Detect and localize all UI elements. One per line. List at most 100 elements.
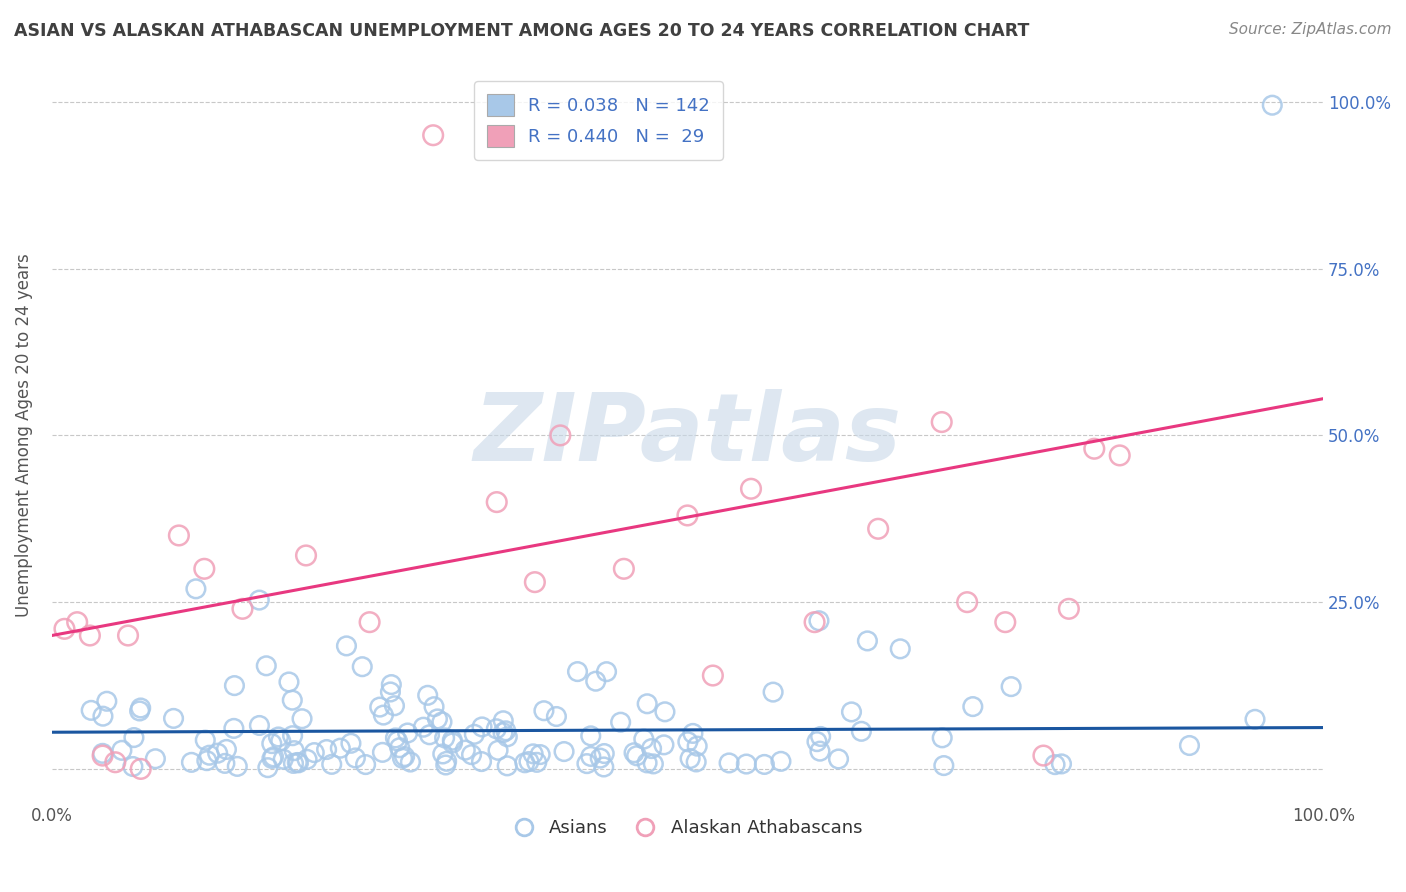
Point: [585, 674, 607, 689]
Point: [636, 756, 658, 770]
Point: [932, 758, 955, 772]
Point: [496, 730, 519, 744]
Point: [388, 740, 411, 755]
Point: [315, 742, 337, 756]
Point: [553, 745, 575, 759]
Point: [226, 759, 249, 773]
Point: [460, 747, 482, 762]
Point: [167, 528, 190, 542]
Point: [754, 757, 776, 772]
Point: [249, 718, 271, 732]
Point: [762, 685, 785, 699]
Point: [359, 615, 381, 629]
Point: [1000, 680, 1022, 694]
Point: [352, 659, 374, 673]
Point: [613, 562, 636, 576]
Point: [214, 756, 236, 771]
Point: [117, 628, 139, 642]
Point: [335, 639, 357, 653]
Point: [735, 757, 758, 772]
Point: [111, 743, 134, 757]
Point: [1261, 98, 1284, 112]
Point: [281, 729, 304, 743]
Point: [371, 745, 394, 759]
Point: [354, 757, 377, 772]
Point: [433, 731, 456, 745]
Point: [654, 705, 676, 719]
Point: [436, 754, 458, 768]
Point: [340, 736, 363, 750]
Point: [271, 752, 294, 766]
Point: [257, 761, 280, 775]
Point: [676, 508, 699, 523]
Point: [122, 759, 145, 773]
Point: [962, 699, 984, 714]
Point: [278, 675, 301, 690]
Point: [254, 658, 277, 673]
Point: [260, 751, 283, 765]
Point: [841, 705, 863, 719]
Point: [526, 756, 548, 770]
Point: [470, 755, 492, 769]
Point: [198, 748, 221, 763]
Point: [517, 755, 540, 769]
Point: [806, 734, 828, 748]
Point: [222, 722, 245, 736]
Point: [263, 750, 285, 764]
Point: [304, 746, 326, 760]
Text: ASIAN VS ALASKAN ATHABASCAN UNEMPLOYMENT AMONG AGES 20 TO 24 YEARS CORRELATION C: ASIAN VS ALASKAN ATHABASCAN UNEMPLOYMENT…: [14, 22, 1029, 40]
Point: [423, 699, 446, 714]
Point: [122, 731, 145, 745]
Point: [387, 734, 409, 748]
Point: [1178, 739, 1201, 753]
Point: [215, 742, 238, 756]
Point: [368, 700, 391, 714]
Point: [685, 755, 707, 769]
Point: [575, 756, 598, 771]
Point: [207, 746, 229, 760]
Point: [567, 665, 589, 679]
Point: [589, 751, 612, 765]
Point: [247, 593, 270, 607]
Point: [91, 748, 114, 763]
Point: [808, 744, 831, 758]
Point: [546, 709, 568, 723]
Point: [79, 628, 101, 642]
Text: ZIPatlas: ZIPatlas: [474, 390, 901, 482]
Point: [496, 759, 519, 773]
Point: [593, 747, 616, 761]
Legend: Asians, Alaskan Athabascans: Asians, Alaskan Athabascans: [505, 812, 869, 845]
Point: [636, 697, 658, 711]
Point: [422, 128, 444, 143]
Point: [1108, 449, 1130, 463]
Point: [1083, 442, 1105, 456]
Point: [679, 751, 702, 765]
Point: [394, 749, 416, 764]
Point: [270, 734, 292, 748]
Point: [66, 615, 89, 629]
Point: [643, 756, 665, 771]
Point: [373, 708, 395, 723]
Point: [321, 757, 343, 772]
Point: [769, 755, 792, 769]
Point: [412, 720, 434, 734]
Point: [145, 752, 167, 766]
Point: [550, 428, 572, 442]
Point: [1057, 602, 1080, 616]
Point: [329, 741, 352, 756]
Point: [426, 712, 449, 726]
Point: [432, 747, 454, 761]
Point: [485, 495, 508, 509]
Point: [633, 732, 655, 747]
Point: [827, 752, 849, 766]
Point: [418, 728, 440, 742]
Point: [485, 722, 508, 736]
Point: [463, 727, 485, 741]
Point: [1050, 756, 1073, 771]
Point: [523, 575, 546, 590]
Text: Source: ZipAtlas.com: Source: ZipAtlas.com: [1229, 22, 1392, 37]
Point: [281, 693, 304, 707]
Point: [529, 747, 551, 762]
Point: [96, 694, 118, 708]
Point: [609, 715, 631, 730]
